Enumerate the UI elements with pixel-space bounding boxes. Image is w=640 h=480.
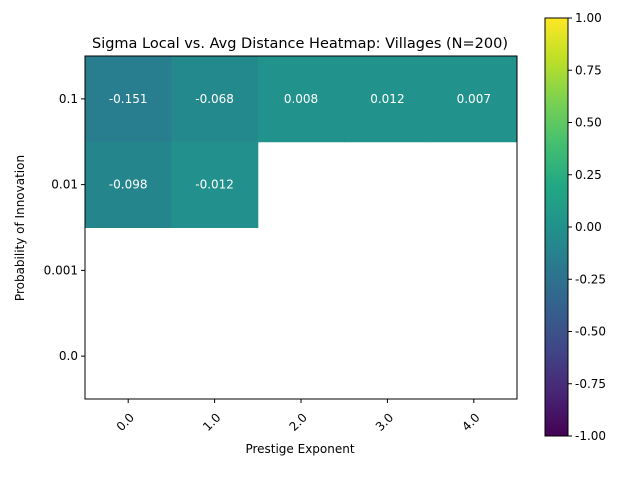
x-tick-label: 4.0 bbox=[459, 410, 482, 433]
heatmap-cell bbox=[85, 56, 172, 143]
heatmap-cell bbox=[171, 141, 259, 228]
cell-value-label: 0.007 bbox=[457, 92, 491, 106]
colorbar-tick-label: -0.25 bbox=[575, 272, 606, 286]
heatmap-cell bbox=[430, 56, 518, 143]
x-axis: 0.0 1.0 2.0 3.0 4.0 bbox=[114, 399, 483, 434]
colorbar-tick-label: -0.75 bbox=[575, 377, 606, 391]
plot-area: -0.151 -0.068 0.008 0.012 0.007 -0.098 -0.012 bbox=[84, 55, 518, 400]
y-tick-label: 0.01 bbox=[51, 178, 78, 192]
cell-value-label: 0.008 bbox=[284, 92, 318, 106]
colorbar-tick-label: 0.00 bbox=[575, 220, 602, 234]
colorbar-tick-label: 0.75 bbox=[575, 63, 602, 77]
x-tick-label: 1.0 bbox=[200, 410, 223, 433]
y-tick-label: 0.001 bbox=[44, 263, 78, 277]
cell-value-label: -0.098 bbox=[109, 178, 148, 192]
x-tick-label: 0.0 bbox=[114, 410, 137, 433]
colorbar-tick-label: 1.00 bbox=[575, 11, 602, 25]
cell-value-label: 0.012 bbox=[370, 92, 404, 106]
chart-title: Sigma Local vs. Avg Distance Heatmap: Vi… bbox=[92, 36, 508, 52]
heatmap-cell bbox=[85, 141, 172, 228]
cell-value-label: -0.068 bbox=[195, 92, 234, 106]
colorbar-tick-label: 0.50 bbox=[575, 116, 602, 130]
y-tick-label: 0.0 bbox=[59, 349, 78, 363]
colorbar-tick-label: 0.25 bbox=[575, 168, 602, 182]
heatmap-cell bbox=[344, 56, 432, 143]
heatmap-cell bbox=[171, 56, 259, 143]
x-tick-label: 2.0 bbox=[286, 410, 309, 433]
x-axis-label: Prestige Exponent bbox=[245, 442, 354, 456]
x-tick-label: 3.0 bbox=[373, 410, 396, 433]
y-tick-label: 0.1 bbox=[59, 92, 78, 106]
colorbar-gradient bbox=[545, 18, 568, 436]
cell-value-label: -0.151 bbox=[109, 92, 148, 106]
y-axis: 0.1 0.01 0.001 0.0 bbox=[44, 92, 85, 363]
cell-value-label: -0.012 bbox=[195, 178, 234, 192]
heatmap-cell bbox=[257, 56, 345, 143]
colorbar: -1.00 -0.75 -0.50 -0.25 0.00 0.25 0.50 0.75 1.00 bbox=[544, 11, 606, 443]
y-axis-label: Probability of Innovation bbox=[13, 155, 27, 301]
colorbar-tick-label: -0.50 bbox=[575, 325, 606, 339]
colorbar-tick-label: -1.00 bbox=[575, 429, 606, 443]
